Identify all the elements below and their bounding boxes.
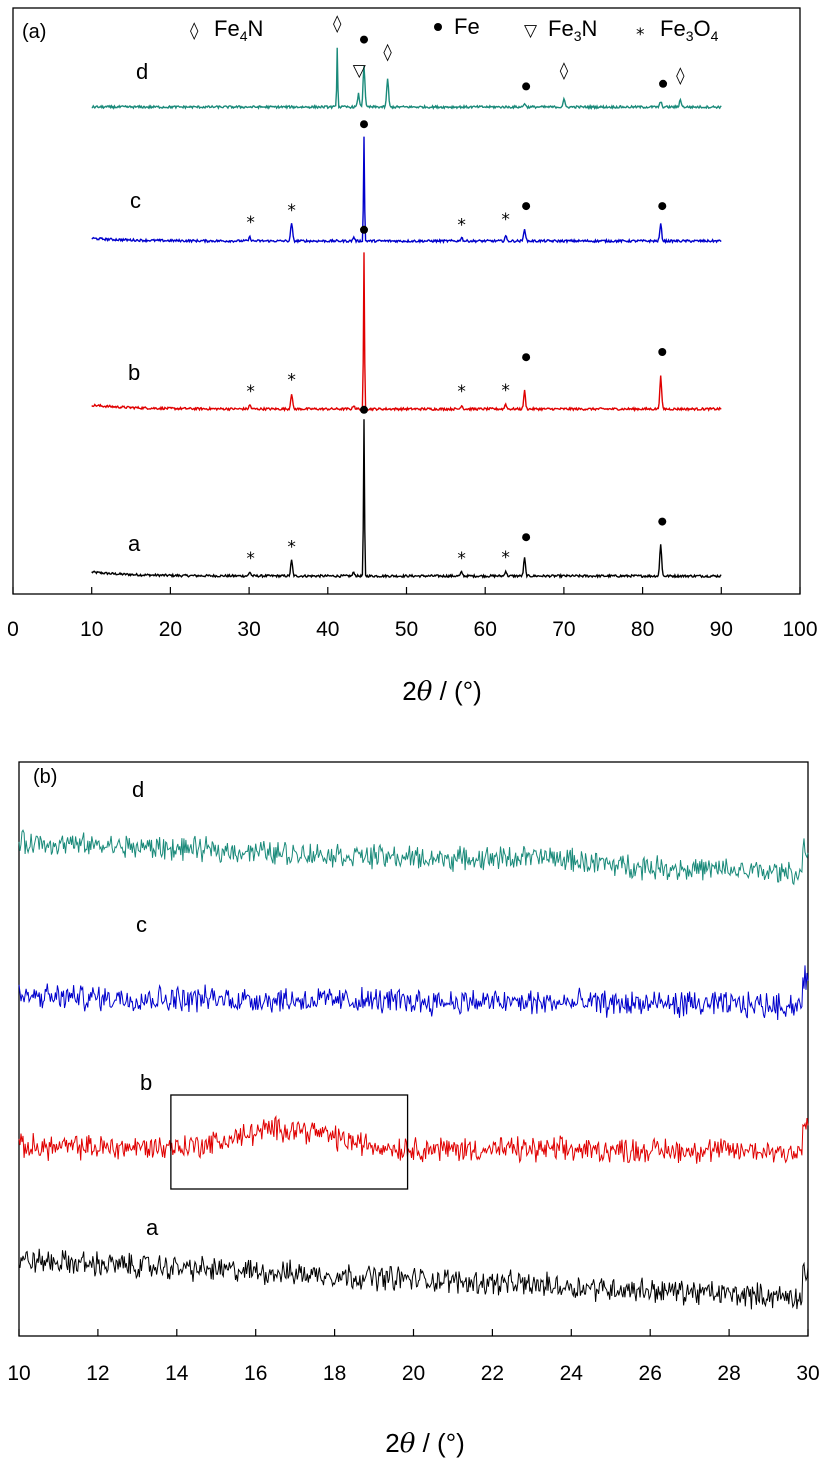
series-b-d-label: d [132, 777, 144, 802]
series-a-d-marker-5: ◊ [560, 61, 569, 81]
legend-entry-2: ▽ Fe3N [524, 16, 597, 44]
series-a-b-marker-4: * [501, 381, 510, 401]
series-a-d-label: d [136, 59, 148, 84]
panel-b: (b) a b c d 10 12 14 16 18 20 22 24 26 28 30 2θ / (°) [7, 761, 820, 1459]
x-tick-label-60: 60 [474, 618, 497, 641]
x-tick-label-b-20: 20 [402, 1362, 425, 1385]
series-a-d-marker-0: ◊ [333, 14, 342, 34]
x-tick-label-40: 40 [316, 618, 339, 641]
x-tick-label-20: 20 [159, 618, 182, 641]
series-a-d-marker-4 [522, 82, 531, 91]
series-a-b-marker-2 [360, 225, 369, 234]
x-tick-label-10: 10 [80, 618, 103, 641]
legend-symbol-0: ◊ [190, 21, 199, 41]
series-a-c-marker-3: * [457, 215, 466, 235]
series-a-a-marker-6 [658, 517, 667, 526]
legend-label-0: Fe4N [214, 16, 263, 44]
series-a-c-marker-2 [360, 120, 369, 129]
legend-entry-3: * Fe3O4 [636, 16, 719, 45]
legend-label-3: Fe3O4 [660, 16, 719, 44]
series-a-b-marker-1: * [287, 370, 296, 390]
series-a-d-marker-3: ◊ [383, 43, 392, 63]
series-a-b-marker-6 [658, 348, 667, 356]
series-a-a-marker-2 [360, 405, 369, 414]
series-a-d-line [91, 47, 722, 110]
panel-b-series: a b c d [18, 777, 809, 1310]
legend-symbol-3: * [636, 25, 645, 45]
x-tick-label-0: 0 [7, 618, 19, 641]
series-b-a-label: a [146, 1215, 159, 1240]
series-a-b-marker-3: * [457, 382, 466, 402]
panel-a-label: (a) [22, 21, 46, 43]
x-tick-label-30: 30 [237, 618, 260, 641]
series-a-a-marker-0: * [246, 549, 255, 569]
x-tick-label-b-12: 12 [86, 1362, 109, 1385]
legend-entry-0: ◊ Fe4N [190, 16, 263, 44]
panel-a-series: a b c d [91, 47, 722, 580]
legend-label-2: Fe3N [548, 16, 597, 44]
x-tick-label-b-24: 24 [560, 1362, 584, 1385]
x-tick-label-70: 70 [552, 618, 575, 641]
series-a-b-marker-5 [522, 353, 531, 362]
series-a-b-label: b [128, 360, 140, 385]
legend-symbol-1 [434, 23, 442, 31]
x-tick-label-b-18: 18 [323, 1362, 346, 1385]
panel-a-markers: * * * * * * * * * * * * ◊ ▽ ◊ ◊ ◊ [246, 14, 685, 569]
panel-a-legend: ◊ Fe4N Fe ▽ Fe3N * Fe3O4 [190, 14, 719, 45]
series-b-c-line [18, 965, 809, 1021]
x-tick-label-90: 90 [710, 618, 733, 641]
panel-a-x-ticks: 0 10 20 30 40 50 60 70 80 90 100 [7, 587, 818, 641]
series-a-c-marker-0: * [246, 213, 255, 233]
series-a-a-marker-4: * [501, 548, 510, 568]
panel-b-label: (b) [33, 766, 57, 788]
panel-b-x-ticks: 10 12 14 16 18 20 22 24 26 28 30 [7, 1329, 820, 1385]
legend-symbol-2: ▽ [524, 21, 538, 41]
series-a-c-marker-4: * [501, 210, 510, 230]
panel-a-x-axis-title: 2θ / (°) [402, 676, 482, 707]
series-b-d-line [18, 829, 809, 886]
x-tick-label-b-14: 14 [165, 1362, 189, 1385]
panel-b-x-axis-title: 2θ / (°) [385, 1428, 465, 1459]
x-tick-label-b-10: 10 [7, 1362, 30, 1385]
x-tick-label-b-26: 26 [639, 1362, 662, 1385]
legend-entry-1: Fe [434, 14, 480, 39]
series-a-d-marker-6 [659, 79, 668, 88]
series-a-a-label: a [128, 531, 141, 556]
panel-a-frame [12, 7, 801, 595]
series-a-c-line [91, 136, 722, 245]
legend-label-1: Fe [454, 14, 480, 39]
series-b-c-label: c [136, 912, 147, 937]
x-tick-label-b-30: 30 [796, 1362, 819, 1385]
x-tick-label-100: 100 [782, 618, 817, 641]
panel-b-highlight-box [170, 1094, 409, 1190]
x-tick-label-b-22: 22 [481, 1362, 504, 1385]
series-a-b-line [91, 252, 722, 413]
series-b-b-label: b [140, 1070, 152, 1095]
series-a-c-marker-1: * [287, 201, 296, 221]
series-a-a-marker-1: * [287, 537, 296, 557]
series-a-b-marker-0: * [246, 382, 255, 402]
series-a-a-marker-5 [522, 533, 531, 542]
x-tick-label-b-28: 28 [717, 1362, 740, 1385]
series-a-a-line [91, 419, 722, 580]
series-a-d-marker-2 [360, 35, 369, 44]
series-a-a-marker-3: * [457, 549, 466, 569]
series-a-d-marker-1: ▽ [353, 61, 367, 81]
series-b-a-line [18, 1248, 809, 1310]
series-a-c-marker-5 [522, 202, 531, 211]
series-a-d-marker-7: ◊ [676, 66, 685, 86]
series-a-c-label: c [130, 188, 141, 213]
series-b-b-line [18, 1114, 809, 1164]
x-tick-label-80: 80 [631, 618, 654, 641]
panel-b-frame [18, 761, 809, 1337]
series-a-c-marker-6 [658, 202, 667, 211]
x-tick-label-50: 50 [395, 618, 418, 641]
x-tick-label-b-16: 16 [244, 1362, 267, 1385]
